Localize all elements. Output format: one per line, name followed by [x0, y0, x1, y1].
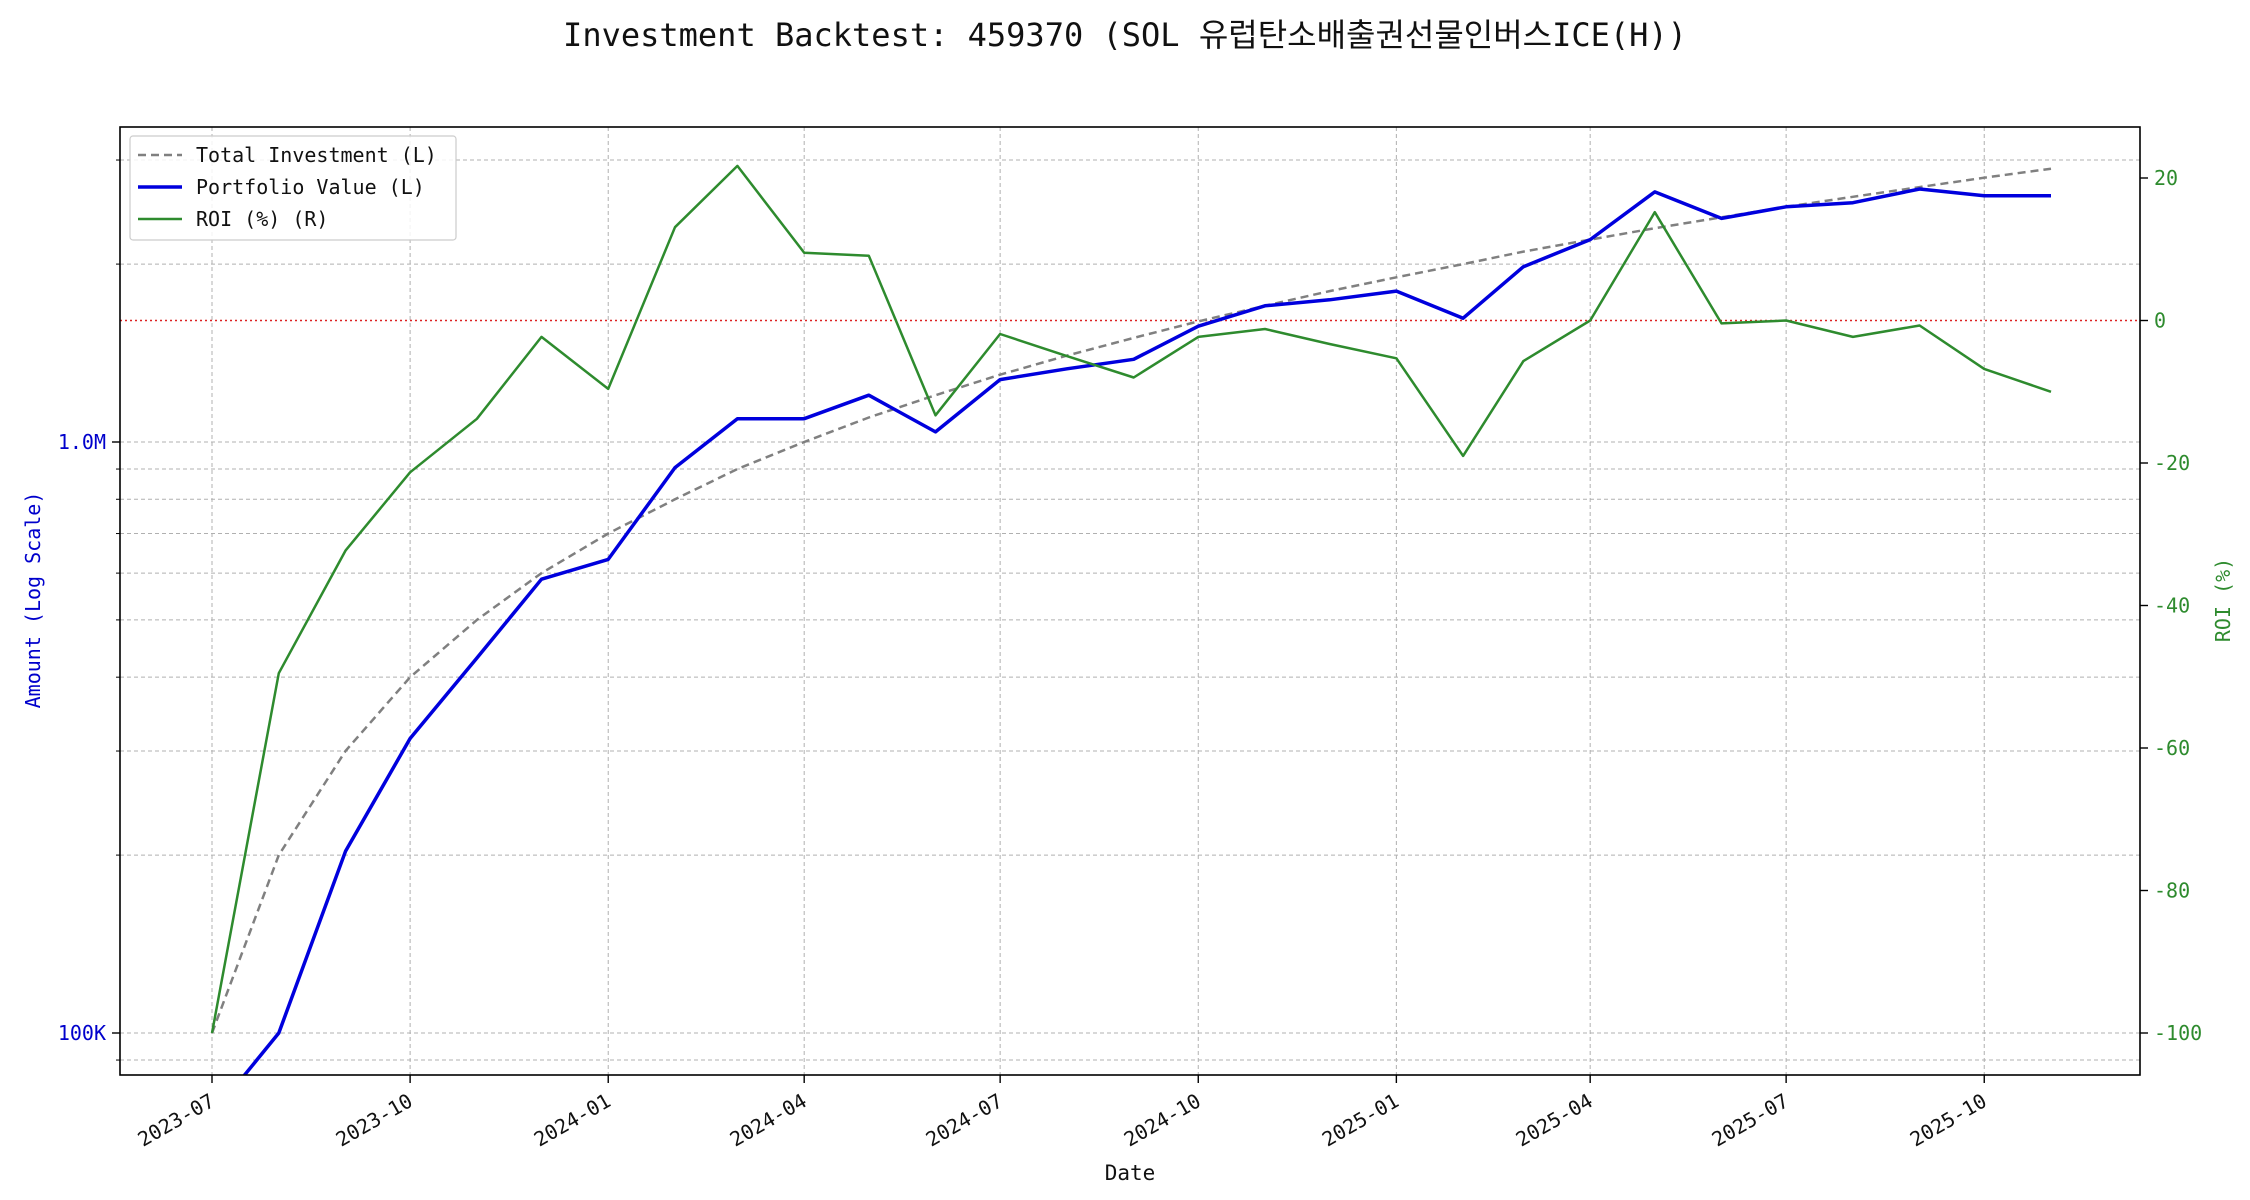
legend-total-investment-label: Total Investment (L) [196, 143, 437, 167]
x-tick-label: 2024-01 [530, 1089, 615, 1152]
right-tick-label: -80 [2154, 879, 2190, 903]
right-tick-label: -60 [2154, 736, 2190, 760]
legend-roi-label: ROI (%) (R) [196, 207, 328, 231]
right-tick-label: 20 [2154, 166, 2178, 190]
right-tick-label: -100 [2154, 1021, 2202, 1045]
plot-frame [119, 126, 2141, 1076]
x-tick-label: 2023-10 [332, 1089, 417, 1152]
roi-line [210, 164, 2052, 1034]
chart-title: Investment Backtest: 459370 (SOL 유럽탄소배출권… [563, 16, 1687, 54]
x-axis-ticks: 2023-07 2023-10 2024-01 2024-04 2024-07 2024-… [133, 1075, 1991, 1152]
right-tick-label: -40 [2154, 594, 2190, 618]
right-tick-label: 0 [2154, 309, 2166, 333]
x-axis-label: Date [1105, 1161, 1156, 1185]
left-axis-ticks: 100K 1.0M [58, 159, 120, 1061]
legend-box [129, 135, 457, 241]
legend-portfolio-value-label: Portfolio Value (L) [196, 175, 425, 199]
x-tick-label: 2025-07 [1708, 1089, 1793, 1152]
total-investment-line [210, 167, 2052, 1034]
grid-lines [120, 127, 2140, 1075]
portfolio-value-line [242, 187, 2051, 1075]
x-tick-label: 2024-04 [726, 1089, 811, 1152]
legend: Total Investment (L) Portfolio Value (L)… [129, 135, 457, 241]
x-tick-label: 2024-07 [922, 1089, 1007, 1152]
x-tick-label: 2025-10 [1906, 1089, 1991, 1152]
series-lines [210, 164, 2052, 1075]
x-tick-label: 2023-07 [133, 1089, 218, 1152]
x-tick-label: 2025-04 [1512, 1089, 1597, 1152]
right-tick-label: -20 [2154, 451, 2190, 475]
left-axis-label: Amount (Log Scale) [21, 492, 45, 709]
right-axis-label: ROI (%) [2211, 558, 2235, 642]
left-tick-label: 100K [58, 1021, 106, 1045]
right-axis-ticks: -100 -80 -60 -40 -20 0 20 [2140, 166, 2202, 1045]
left-tick-label: 1.0M [58, 430, 106, 454]
x-tick-label: 2025-01 [1318, 1089, 1403, 1152]
x-tick-label: 2024-10 [1120, 1089, 1205, 1152]
